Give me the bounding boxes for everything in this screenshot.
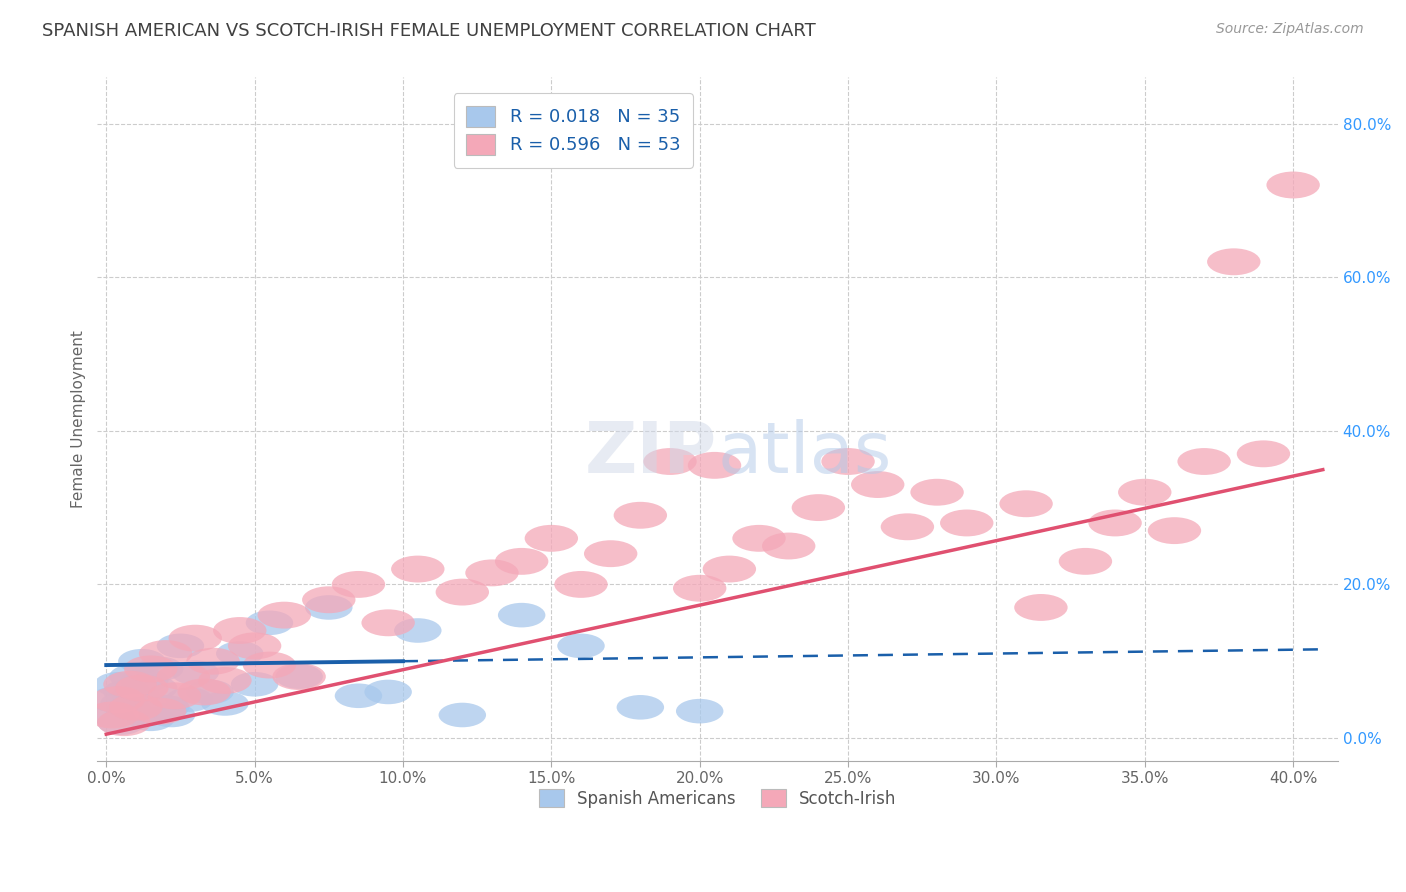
Ellipse shape (142, 695, 190, 720)
Ellipse shape (1147, 517, 1201, 544)
Legend: Spanish Americans, Scotch-Irish: Spanish Americans, Scotch-Irish (531, 782, 903, 814)
Ellipse shape (97, 710, 145, 735)
Ellipse shape (688, 452, 741, 479)
Ellipse shape (148, 703, 195, 727)
Ellipse shape (1177, 448, 1230, 475)
Ellipse shape (733, 524, 786, 552)
Ellipse shape (361, 609, 415, 636)
Ellipse shape (103, 680, 150, 705)
Ellipse shape (1208, 248, 1261, 276)
Ellipse shape (91, 703, 139, 727)
Ellipse shape (217, 641, 263, 665)
Ellipse shape (112, 683, 160, 708)
Ellipse shape (617, 695, 664, 720)
Ellipse shape (201, 691, 249, 715)
Ellipse shape (246, 610, 294, 635)
Ellipse shape (228, 632, 281, 659)
Ellipse shape (100, 691, 148, 715)
Ellipse shape (156, 633, 204, 658)
Ellipse shape (89, 688, 136, 712)
Ellipse shape (332, 571, 385, 598)
Ellipse shape (115, 695, 163, 720)
Ellipse shape (439, 703, 486, 727)
Ellipse shape (177, 679, 231, 706)
Ellipse shape (118, 649, 166, 673)
Ellipse shape (121, 668, 169, 693)
Ellipse shape (214, 617, 267, 644)
Ellipse shape (1014, 594, 1067, 621)
Text: Source: ZipAtlas.com: Source: ZipAtlas.com (1216, 22, 1364, 37)
Text: ZIP: ZIP (585, 419, 717, 488)
Ellipse shape (276, 665, 323, 689)
Ellipse shape (148, 682, 201, 709)
Ellipse shape (910, 479, 963, 506)
Ellipse shape (1059, 548, 1112, 574)
Ellipse shape (187, 680, 233, 705)
Ellipse shape (129, 676, 177, 700)
Ellipse shape (156, 663, 209, 690)
Ellipse shape (94, 672, 142, 697)
Ellipse shape (554, 571, 607, 598)
Ellipse shape (703, 556, 756, 582)
Ellipse shape (557, 633, 605, 658)
Ellipse shape (110, 694, 163, 721)
Ellipse shape (676, 698, 724, 723)
Ellipse shape (1237, 441, 1291, 467)
Ellipse shape (1118, 479, 1171, 506)
Text: atlas: atlas (717, 419, 891, 488)
Ellipse shape (231, 672, 278, 697)
Ellipse shape (673, 574, 727, 602)
Ellipse shape (127, 706, 174, 731)
Ellipse shape (169, 624, 222, 652)
Ellipse shape (134, 698, 187, 724)
Y-axis label: Female Unemployment: Female Unemployment (72, 330, 86, 508)
Ellipse shape (821, 448, 875, 475)
Ellipse shape (1000, 491, 1053, 517)
Ellipse shape (941, 509, 994, 536)
Ellipse shape (524, 524, 578, 552)
Ellipse shape (498, 603, 546, 627)
Ellipse shape (107, 698, 153, 723)
Ellipse shape (465, 559, 519, 586)
Ellipse shape (257, 602, 311, 629)
Ellipse shape (364, 680, 412, 705)
Ellipse shape (644, 448, 697, 475)
Ellipse shape (110, 665, 156, 689)
Ellipse shape (86, 701, 139, 729)
Ellipse shape (391, 556, 444, 582)
Ellipse shape (335, 683, 382, 708)
Ellipse shape (198, 667, 252, 694)
Ellipse shape (851, 471, 904, 498)
Ellipse shape (136, 657, 183, 681)
Ellipse shape (103, 671, 156, 698)
Ellipse shape (394, 618, 441, 643)
Ellipse shape (273, 663, 326, 690)
Ellipse shape (792, 494, 845, 521)
Ellipse shape (613, 502, 666, 529)
Ellipse shape (302, 586, 356, 613)
Ellipse shape (1088, 509, 1142, 536)
Ellipse shape (1267, 171, 1320, 198)
Ellipse shape (187, 648, 240, 674)
Ellipse shape (115, 674, 169, 701)
Text: SPANISH AMERICAN VS SCOTCH-IRISH FEMALE UNEMPLOYMENT CORRELATION CHART: SPANISH AMERICAN VS SCOTCH-IRISH FEMALE … (42, 22, 815, 40)
Ellipse shape (495, 548, 548, 574)
Ellipse shape (139, 640, 193, 667)
Ellipse shape (880, 514, 934, 541)
Ellipse shape (124, 656, 177, 682)
Ellipse shape (97, 709, 150, 736)
Ellipse shape (762, 533, 815, 559)
Ellipse shape (172, 660, 219, 685)
Ellipse shape (436, 579, 489, 606)
Ellipse shape (305, 595, 353, 620)
Ellipse shape (243, 652, 297, 679)
Ellipse shape (583, 541, 637, 567)
Ellipse shape (91, 686, 145, 713)
Ellipse shape (166, 688, 214, 712)
